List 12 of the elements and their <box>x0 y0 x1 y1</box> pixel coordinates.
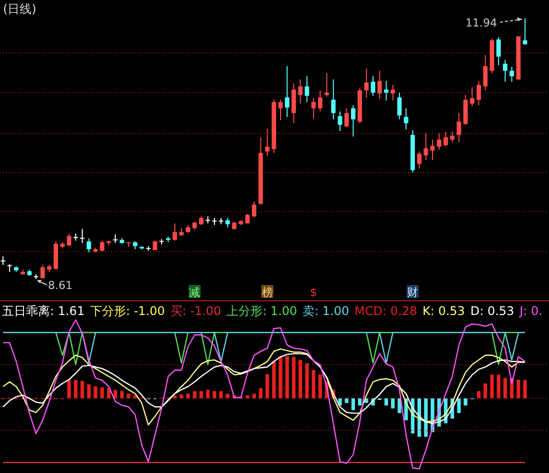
text: 买: -1.00 <box>170 304 222 318</box>
series-label: 卖: 1.00 <box>302 304 350 318</box>
text: D: 0.53 <box>470 304 514 318</box>
text: MCD: 0.28 <box>354 304 418 318</box>
text: J: 0. <box>518 304 542 318</box>
text: K: 0.53 <box>422 304 465 318</box>
title: (日线) <box>3 2 36 16</box>
annotation: 8.61 <box>48 279 73 292</box>
text: 五日乖离: 1.61 <box>2 304 85 318</box>
series-label: 上分形: 1.00 <box>226 304 298 318</box>
annotation: 11.94 <box>466 16 497 30</box>
legend-label: 下分形: -1.00 <box>90 304 165 318</box>
